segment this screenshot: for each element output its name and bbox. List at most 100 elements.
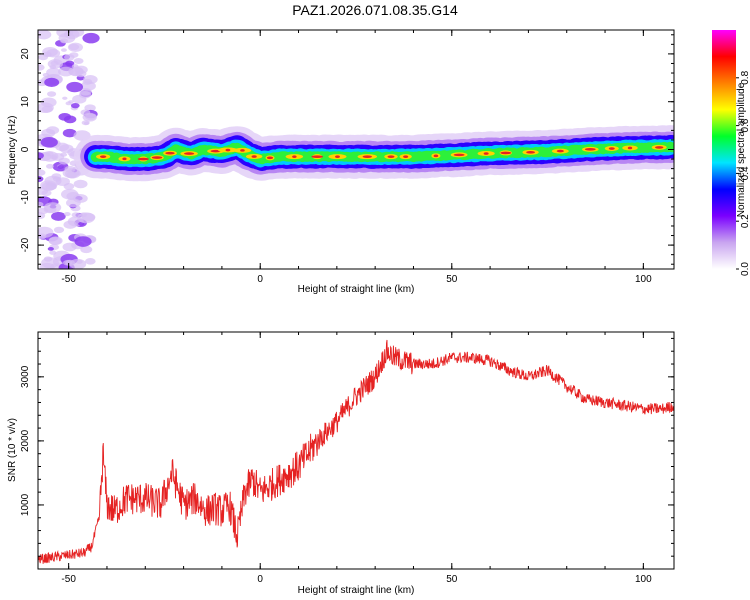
noise-blob [61,48,67,52]
colorbar-tick-label: 0.8 [740,70,750,84]
ridge-peak [655,146,664,149]
noise-blob [70,102,80,109]
noise-blob [51,153,65,161]
noise-blob [74,65,88,74]
noise-blob [38,201,44,208]
noise-blob [40,137,58,148]
noise-blob [46,48,61,58]
colorbar-tick-label: 0.2 [740,214,750,228]
noise-blob [38,102,54,114]
noise-blob [58,32,76,44]
noise-blob [57,66,74,77]
x-tick-label: 100 [635,274,652,285]
noise-blob [81,212,96,222]
noise-blob [48,236,63,246]
x-tick-label: 50 [446,574,458,585]
noise-blob [38,169,46,176]
noise-blob [71,64,79,69]
noise-blob [45,163,54,169]
noise-blob [59,144,74,154]
noise-blob [47,91,57,97]
noise-blob [38,175,44,183]
snr-xlabel: Height of straight line (km) [298,585,415,596]
spectrogram-xlabel: Height of straight line (km) [298,284,415,295]
ridge-peak [453,153,465,157]
ridge-peak [311,155,324,158]
noise-blob [44,77,60,87]
ridge-peak [184,152,195,155]
noise-blob [85,258,96,265]
snr-ylabel: SNR (10 * v/v) [7,418,18,482]
noise-blob [46,126,60,135]
spectrogram-axes: -50 0 50 100 -20 -10 0 10 20 [20,30,674,285]
noise-blob [38,212,46,220]
colorbar-label: Normalized spectral amplitude [736,82,747,217]
ridge-peak [165,151,175,155]
ridge-peak [122,157,127,161]
noise-blob [81,120,90,126]
noise-blob [73,57,84,65]
noise-blob [74,236,92,247]
ridge-peak [151,156,163,159]
noise-blob [49,250,57,255]
spectrogram-content [38,30,674,269]
page-title: PAZ1.2026.071.08.35.G14 [292,2,458,18]
colorbar-tick-label: 0.0 [740,262,750,276]
ridge-peak [526,151,535,154]
noise-blob [42,72,50,77]
colorbar-gradient [712,30,736,269]
noise-blob [63,212,71,217]
x-tick-label: 100 [635,574,652,585]
snr-content [38,339,674,564]
ridge-peak [292,155,297,158]
noise-blob [38,233,47,240]
noise-blob [58,112,72,121]
noise-blob [67,42,84,52]
noise-blob [63,183,75,190]
noise-blob [82,32,100,44]
ridge-peak [335,155,340,158]
noise-blob [51,211,66,221]
noise-blob [63,54,75,61]
snr-axes: -50 0 50 100 1000 2000 3000 [20,332,674,585]
noise-blob [38,64,45,71]
noise-blob [51,173,62,180]
noise-blob [53,226,65,234]
ridge-peak [362,155,372,158]
spectrogram-ylabel: Frequency (Hz) [7,116,18,185]
noise-blob [78,221,85,226]
spectrogram-panel: -50 0 50 100 -20 -10 0 10 20 Height of straight … [7,29,675,295]
x-tick-label: -50 [61,574,76,585]
noise-blob [85,113,97,121]
ridge-peak [608,147,615,150]
noise-blob [62,128,77,138]
ridge-peak [556,149,564,153]
noise-blob [66,198,81,208]
noise-blob [43,202,62,213]
colorbar-ticks: 0.0 0.2 0.4 0.6 0.8 [736,70,750,276]
noise-blob [62,96,68,100]
ridge-peak [627,146,633,150]
y-tick-label: 3000 [20,365,31,388]
noise-blob [45,151,54,157]
x-tick-label: 0 [257,574,263,585]
colorbar-tick-label: 0.6 [740,118,750,132]
y-tick-label: -10 [20,190,31,205]
ridge-peak [100,155,107,158]
y-tick-label: 2000 [20,429,31,452]
noise-blob [38,152,44,160]
ridge-peak [433,154,439,158]
ridge-peak [225,148,231,152]
ridge-peak [403,155,409,158]
snr-frame [37,331,675,570]
x-tick-label: 0 [257,274,263,285]
colorbar: 0.0 0.2 0.4 0.6 0.8 Normalized spectral ampl… [712,30,750,276]
snr-line [38,339,674,564]
ridge-peak [387,155,395,158]
noise-blob [73,179,88,189]
noise-blob [38,30,52,40]
noise-blob [41,182,57,191]
colorbar-tick-label: 0.4 [740,166,750,180]
ridge-peak [240,149,245,152]
